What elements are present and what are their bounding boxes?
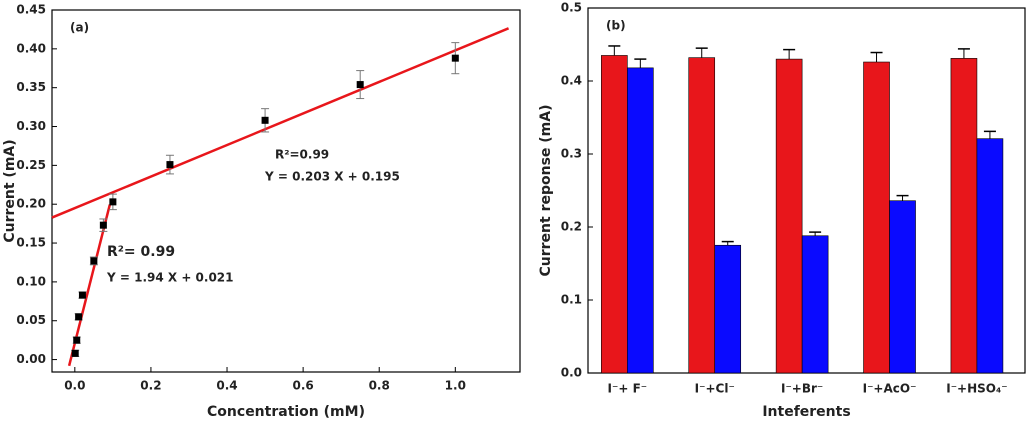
data-point bbox=[451, 54, 459, 62]
y-tick-label: 0.2 bbox=[561, 220, 582, 234]
y-tick-label: 0.4 bbox=[561, 74, 582, 88]
x-tick-label: 0.6 bbox=[292, 379, 313, 393]
y-tick-label: 0.1 bbox=[561, 293, 582, 307]
y-tick-label: 0.20 bbox=[16, 197, 46, 211]
annotation: R²= 0.99 bbox=[107, 244, 175, 260]
data-point bbox=[90, 257, 98, 265]
plot-frame bbox=[51, 9, 521, 373]
y-tick-label: 0.5 bbox=[561, 1, 582, 15]
y-tick-label: 0.0 bbox=[561, 366, 582, 380]
y-tick-label: 0.30 bbox=[16, 119, 46, 133]
annotation: R²=0.99 bbox=[275, 148, 329, 162]
x-tick-label: I⁻+AcO⁻ bbox=[863, 382, 917, 396]
y-tick-label: 0.25 bbox=[16, 158, 46, 172]
y-tick-label: 0.05 bbox=[16, 313, 46, 327]
bar bbox=[714, 244, 742, 374]
panel-label: (a) bbox=[70, 21, 89, 35]
y-tick-label: 0.35 bbox=[16, 80, 46, 94]
y-axis-label: Current (mA) bbox=[2, 139, 18, 242]
bar bbox=[775, 58, 803, 374]
bar bbox=[688, 57, 716, 374]
data-point bbox=[71, 349, 79, 357]
data-point bbox=[261, 116, 269, 124]
data-point bbox=[166, 161, 174, 169]
y-tick-label: 0.15 bbox=[16, 236, 46, 250]
data-point bbox=[356, 81, 364, 89]
x-tick-label: 1.0 bbox=[445, 379, 466, 393]
y-tick-label: 0.00 bbox=[16, 352, 46, 366]
data-point bbox=[75, 313, 83, 321]
bar bbox=[627, 67, 654, 374]
x-tick-label: 0.4 bbox=[216, 379, 237, 393]
data-point bbox=[109, 198, 117, 206]
x-tick-label: I⁻+Cl⁻ bbox=[695, 382, 735, 396]
y-tick-label: 0.3 bbox=[561, 147, 582, 161]
x-tick-label: 0.2 bbox=[140, 379, 161, 393]
x-axis-label: Concentration (mM) bbox=[207, 404, 365, 420]
x-tick-label: I⁻+HSO₄⁻ bbox=[946, 382, 1007, 396]
bar bbox=[863, 61, 890, 374]
panel-label: (b) bbox=[606, 19, 626, 33]
data-point bbox=[99, 221, 107, 229]
y-axis-label: Current reponse (mA) bbox=[538, 104, 554, 276]
bar bbox=[601, 55, 628, 374]
x-axis-label: Inteferents bbox=[762, 404, 850, 420]
bar bbox=[976, 138, 1004, 374]
x-tick-label: I⁻+ F⁻ bbox=[608, 382, 648, 396]
fit-line bbox=[51, 27, 510, 219]
bar bbox=[950, 58, 978, 374]
annotation: Y = 1.94 X + 0.021 bbox=[106, 271, 234, 285]
data-point bbox=[73, 336, 81, 344]
bar bbox=[889, 200, 916, 374]
x-tick-label: 0.0 bbox=[64, 379, 85, 393]
y-tick-label: 0.40 bbox=[16, 41, 46, 55]
data-point bbox=[78, 291, 86, 299]
x-tick-label: 0.8 bbox=[369, 379, 390, 393]
bar bbox=[801, 235, 829, 374]
x-tick-label: I⁻+Br⁻ bbox=[781, 382, 823, 396]
y-tick-label: 0.10 bbox=[16, 274, 46, 288]
y-tick-label: 0.45 bbox=[16, 3, 46, 17]
annotation: Y = 0.203 X + 0.195 bbox=[264, 170, 400, 184]
